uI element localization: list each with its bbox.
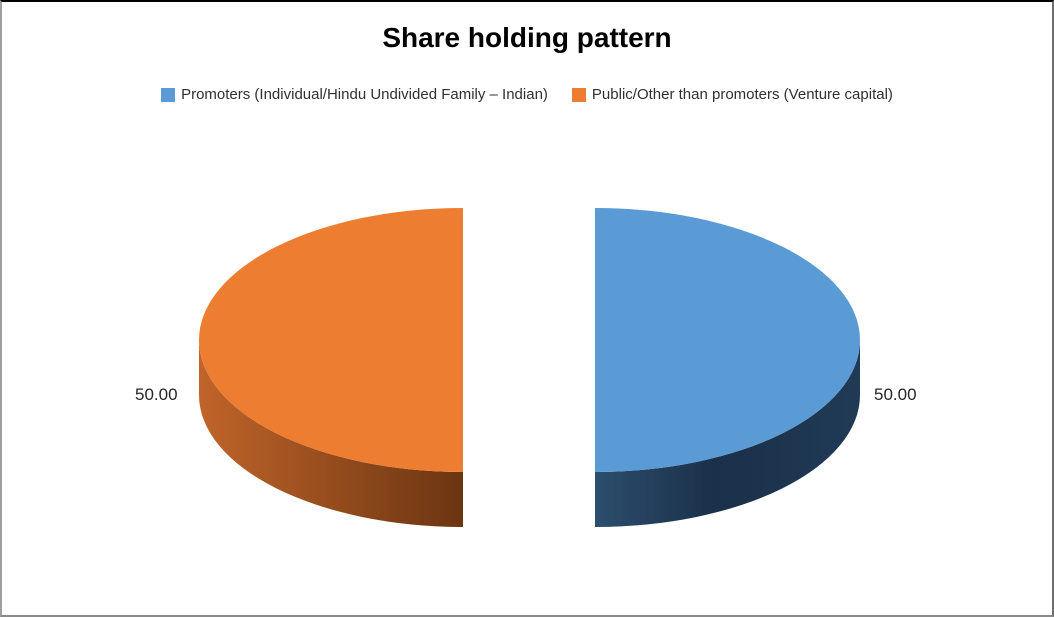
legend-swatch-public [571,87,586,102]
legend-swatch-promoters [161,87,176,102]
legend: Promoters (Individual/Hindu Undivided Fa… [2,86,1052,103]
data-label-public: 50.00 [135,385,178,404]
data-label-promoters: 50.00 [874,385,917,404]
legend-label-public: Public/Other than promoters (Venture cap… [591,86,893,103]
legend-item-promoters: Promoters (Individual/Hindu Undivided Fa… [161,86,548,103]
pie-slice-promoters-top [595,208,860,472]
legend-item-public: Public/Other than promoters (Venture cap… [571,86,893,103]
pie-slice-public-top [199,208,463,472]
pie-slice-promoters-side [595,340,860,527]
chart-title: Share holding pattern [382,22,672,53]
legend-label-promoters: Promoters (Individual/Hindu Undivided Fa… [181,86,548,103]
pie-slice-public-side [199,340,463,527]
